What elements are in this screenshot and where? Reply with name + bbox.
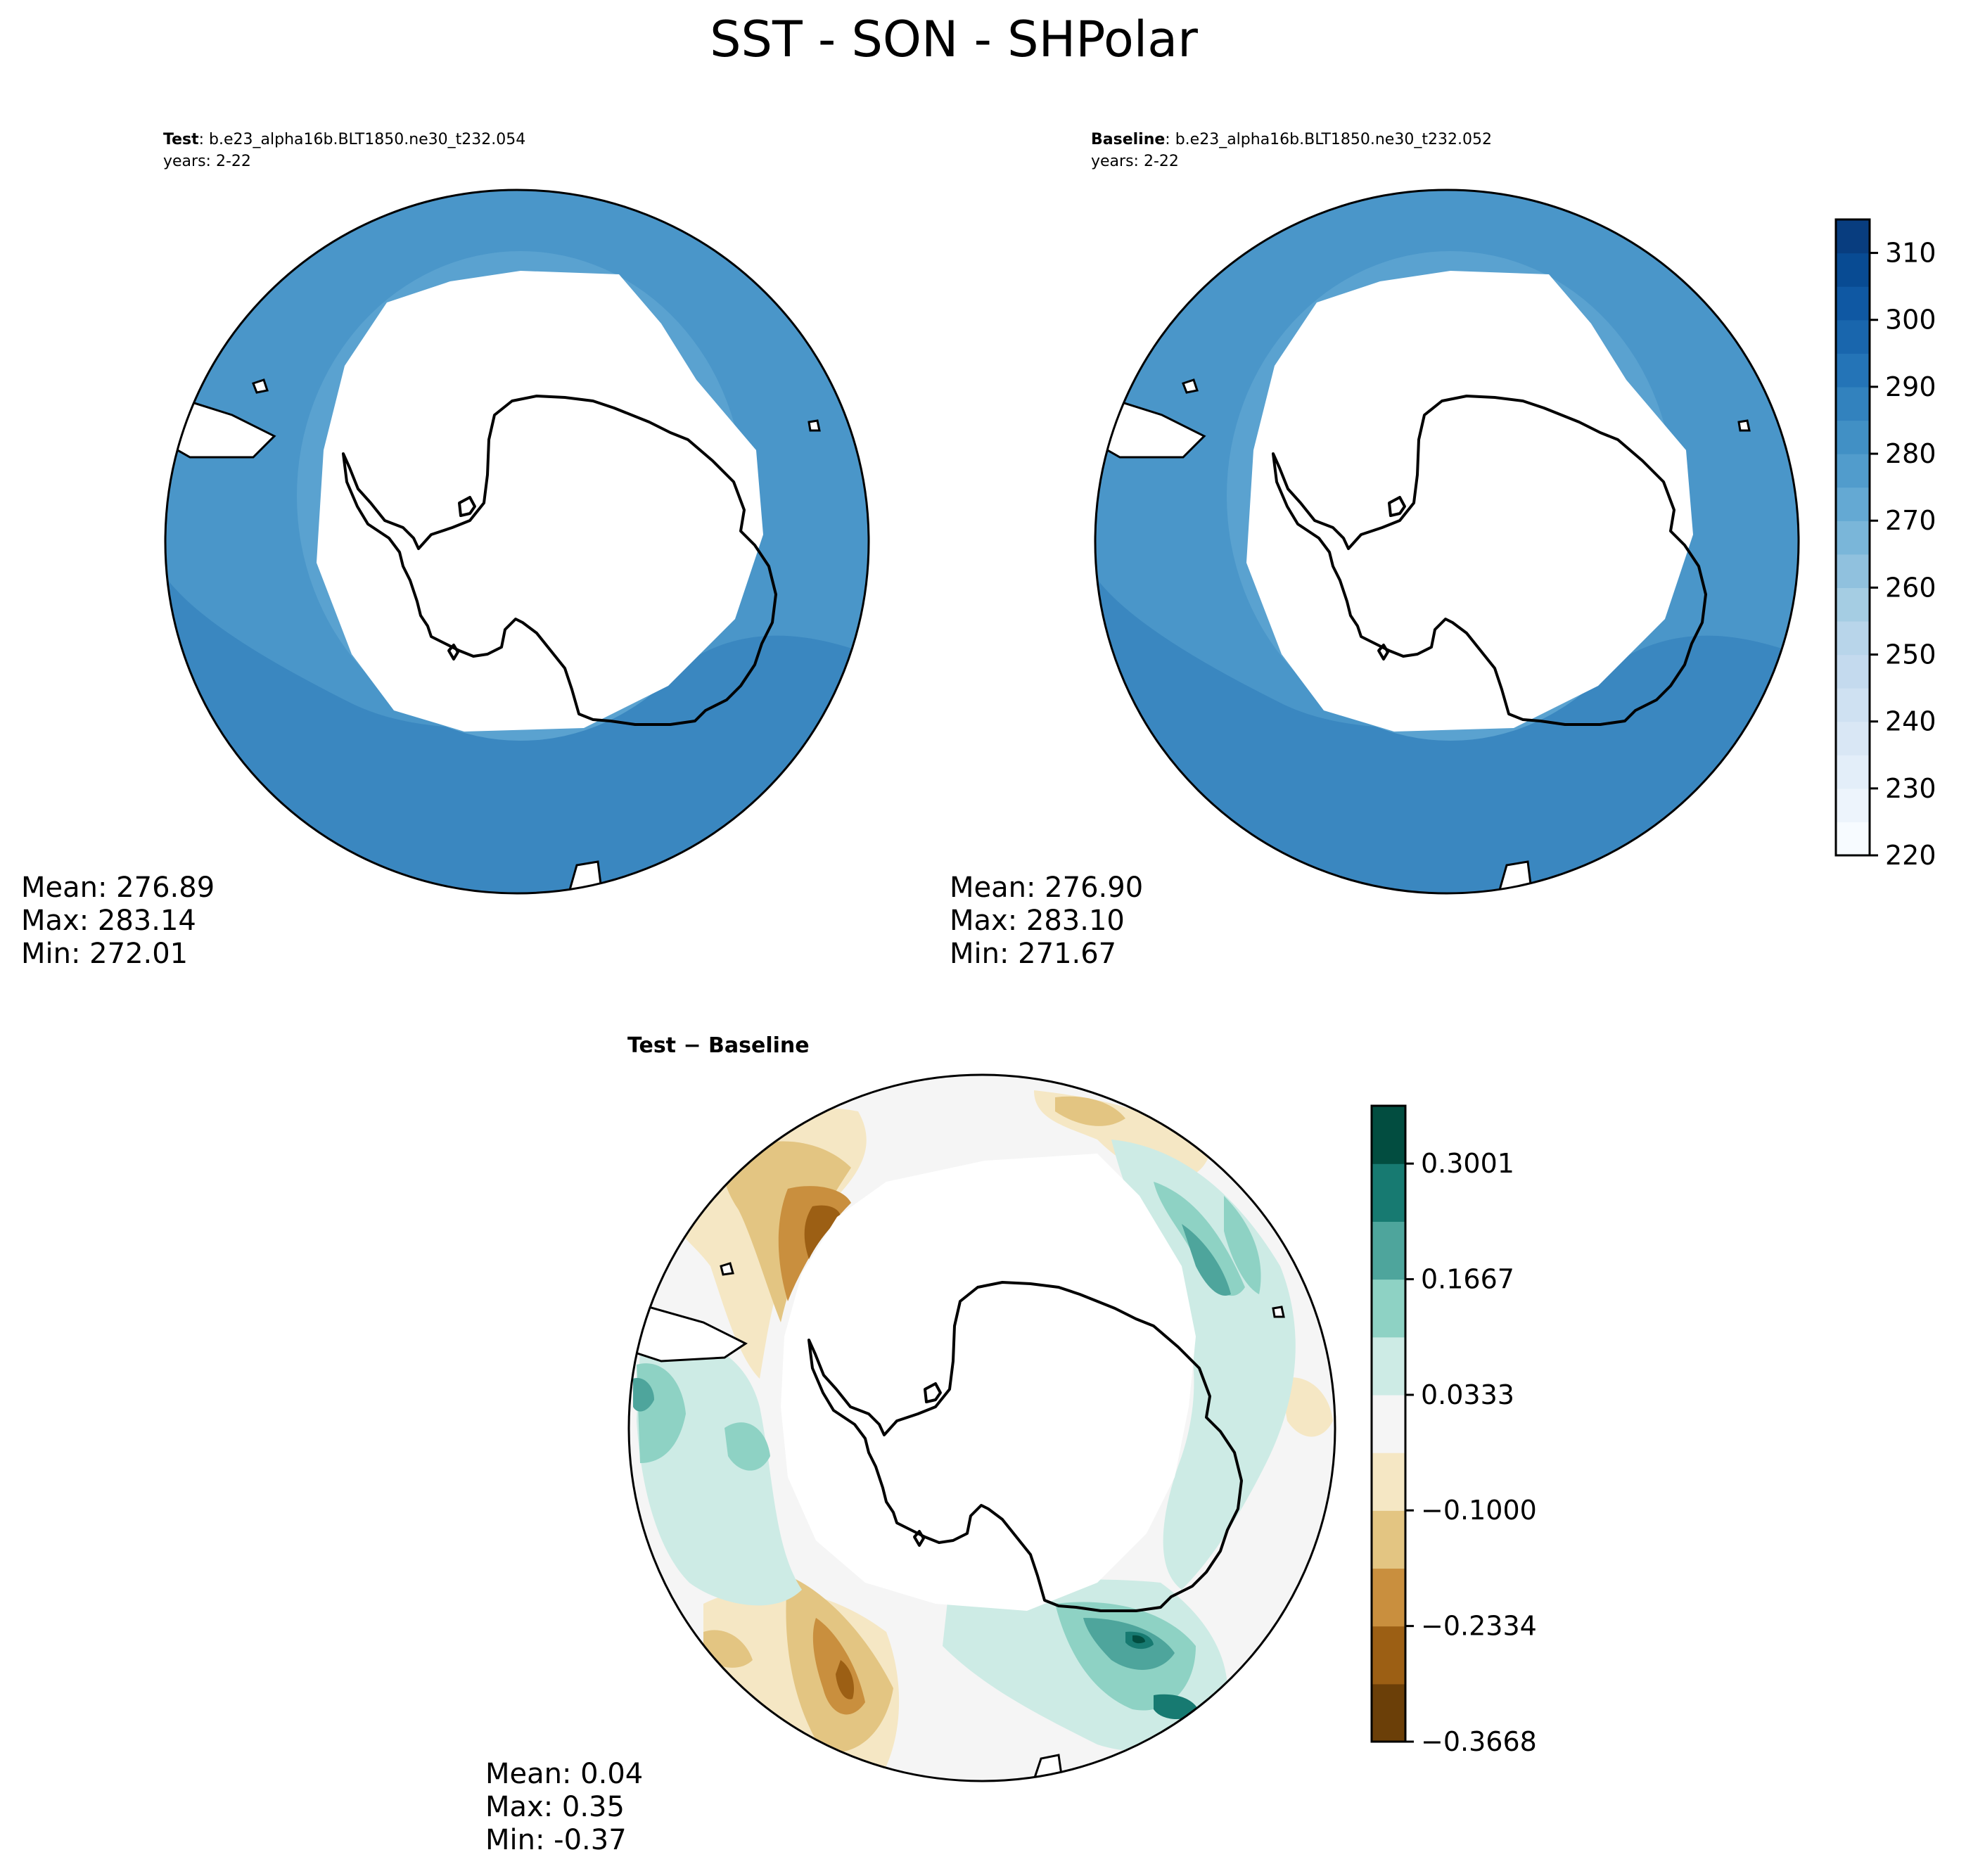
sst-colorbar-tick-label: 300 (1885, 305, 1936, 336)
diff-colorbar-tick-label: 0.3001 (1421, 1148, 1514, 1179)
sst-colorbar-tick-label: 270 (1885, 505, 1936, 536)
sst-colorbar-band (1836, 554, 1870, 588)
diff-map (629, 1075, 1335, 1781)
diff-colorbar-band (1372, 1568, 1405, 1627)
diff-colorbar-band (1372, 1626, 1405, 1685)
sst-colorbar-band (1836, 654, 1870, 689)
sst-colorbar-band (1836, 253, 1870, 287)
diff-colorbar-tick-label: 0.1667 (1421, 1264, 1514, 1295)
test-label: Test (163, 131, 199, 148)
sst-colorbar-band (1836, 219, 1870, 254)
diff-max: Max: 0.35 (485, 1791, 625, 1823)
sst-colorbar-tick-label: 230 (1885, 773, 1936, 804)
sst-colorbar-tick-label: 220 (1885, 840, 1936, 871)
sst-colorbar-band (1836, 521, 1870, 555)
test-case-name: : b.e23_alpha16b.BLT1850.ne30_t232.054 (199, 131, 526, 148)
sst-colorbar-band (1836, 822, 1870, 856)
baseline-label: Baseline (1091, 131, 1165, 148)
sst-colorbar-tick-label: 290 (1885, 371, 1936, 402)
test-map (165, 190, 869, 893)
diff-colorbar-tick-label: −0.1000 (1421, 1495, 1537, 1526)
sst-colorbar-band (1836, 319, 1870, 354)
sst-colorbar-band (1836, 454, 1870, 488)
baseline-min: Min: 271.67 (950, 938, 1116, 970)
test-panel-caption: Test: b.e23_alpha16b.BLT1850.ne30_t232.0… (163, 131, 525, 148)
baseline-max: Max: 283.10 (950, 905, 1125, 937)
test-mean: Mean: 276.89 (21, 872, 215, 904)
test-panel: Test: b.e23_alpha16b.BLT1850.ne30_t232.0… (21, 131, 870, 970)
diff-panel: Test − Baseline (485, 1033, 1336, 1856)
sst-colorbar-tick-label: 250 (1885, 639, 1936, 670)
diff-min: Min: -0.37 (485, 1824, 627, 1856)
diff-colorbar: −0.3668 −0.2334 −0.1000 0.0333 0.1667 0.3001 (1370, 1104, 1537, 1757)
diff-colorbar-band (1372, 1106, 1405, 1164)
diff-colorbar-band (1372, 1336, 1405, 1396)
diff-title: Test − Baseline (627, 1033, 810, 1058)
figure-title: SST - SON - SHPolar (710, 11, 1198, 68)
diff-colorbar-band (1372, 1163, 1405, 1222)
diff-colorbar-tick-label: −0.2334 (1421, 1611, 1537, 1642)
sst-colorbar-tick-label: 240 (1885, 706, 1936, 737)
sst-colorbar-frame (1834, 218, 1871, 857)
sst-colorbar-band (1836, 721, 1870, 755)
sst-colorbar-band (1836, 688, 1870, 722)
test-years: years: 2-22 (163, 153, 251, 170)
diff-colorbar-band (1372, 1453, 1405, 1511)
baseline-case-name: : b.e23_alpha16b.BLT1850.ne30_t232.052 (1165, 131, 1492, 148)
diff-colorbar-frame (1370, 1104, 1407, 1743)
baseline-mean: Mean: 276.90 (950, 872, 1143, 904)
test-max: Max: 283.14 (21, 905, 196, 937)
diff-colorbar-band (1372, 1221, 1405, 1280)
sst-colorbar-band (1836, 487, 1870, 521)
sst-colorbar-band (1836, 353, 1870, 388)
baseline-panel-caption: Baseline: b.e23_alpha16b.BLT1850.ne30_t2… (1091, 131, 1492, 148)
sst-colorbar-band (1836, 286, 1870, 321)
sst-colorbar-band (1836, 788, 1870, 823)
sst-colorbar-band (1836, 755, 1870, 789)
diff-colorbar-band (1372, 1394, 1405, 1453)
sst-colorbar-tick-label: 280 (1885, 438, 1936, 469)
diff-mean: Mean: 0.04 (485, 1758, 643, 1790)
sst-colorbar-tick-label: 260 (1885, 572, 1936, 603)
diff-colorbar-band (1372, 1683, 1405, 1742)
diff-colorbar-tick-label: 0.0333 (1421, 1379, 1514, 1410)
sst-colorbar: 220 230 240 250 260 270 280 290 300 310 (1834, 218, 1936, 871)
diff-colorbar-band (1372, 1279, 1405, 1338)
baseline-years: years: 2-22 (1091, 153, 1179, 170)
baseline-panel: Baseline: b.e23_alpha16b.BLT1850.ne30_t2… (950, 131, 1800, 970)
sst-colorbar-band (1836, 620, 1870, 656)
sst-colorbar-tick-label: 310 (1885, 238, 1936, 269)
sst-colorbar-band (1836, 386, 1870, 421)
sst-colorbar-band (1836, 420, 1870, 454)
diff-colorbar-band (1372, 1510, 1405, 1569)
sst-colorbar-band (1836, 587, 1870, 622)
baseline-map (1095, 190, 1799, 893)
diff-colorbar-tick-label: −0.3668 (1421, 1726, 1537, 1757)
test-min: Min: 272.01 (21, 938, 188, 970)
